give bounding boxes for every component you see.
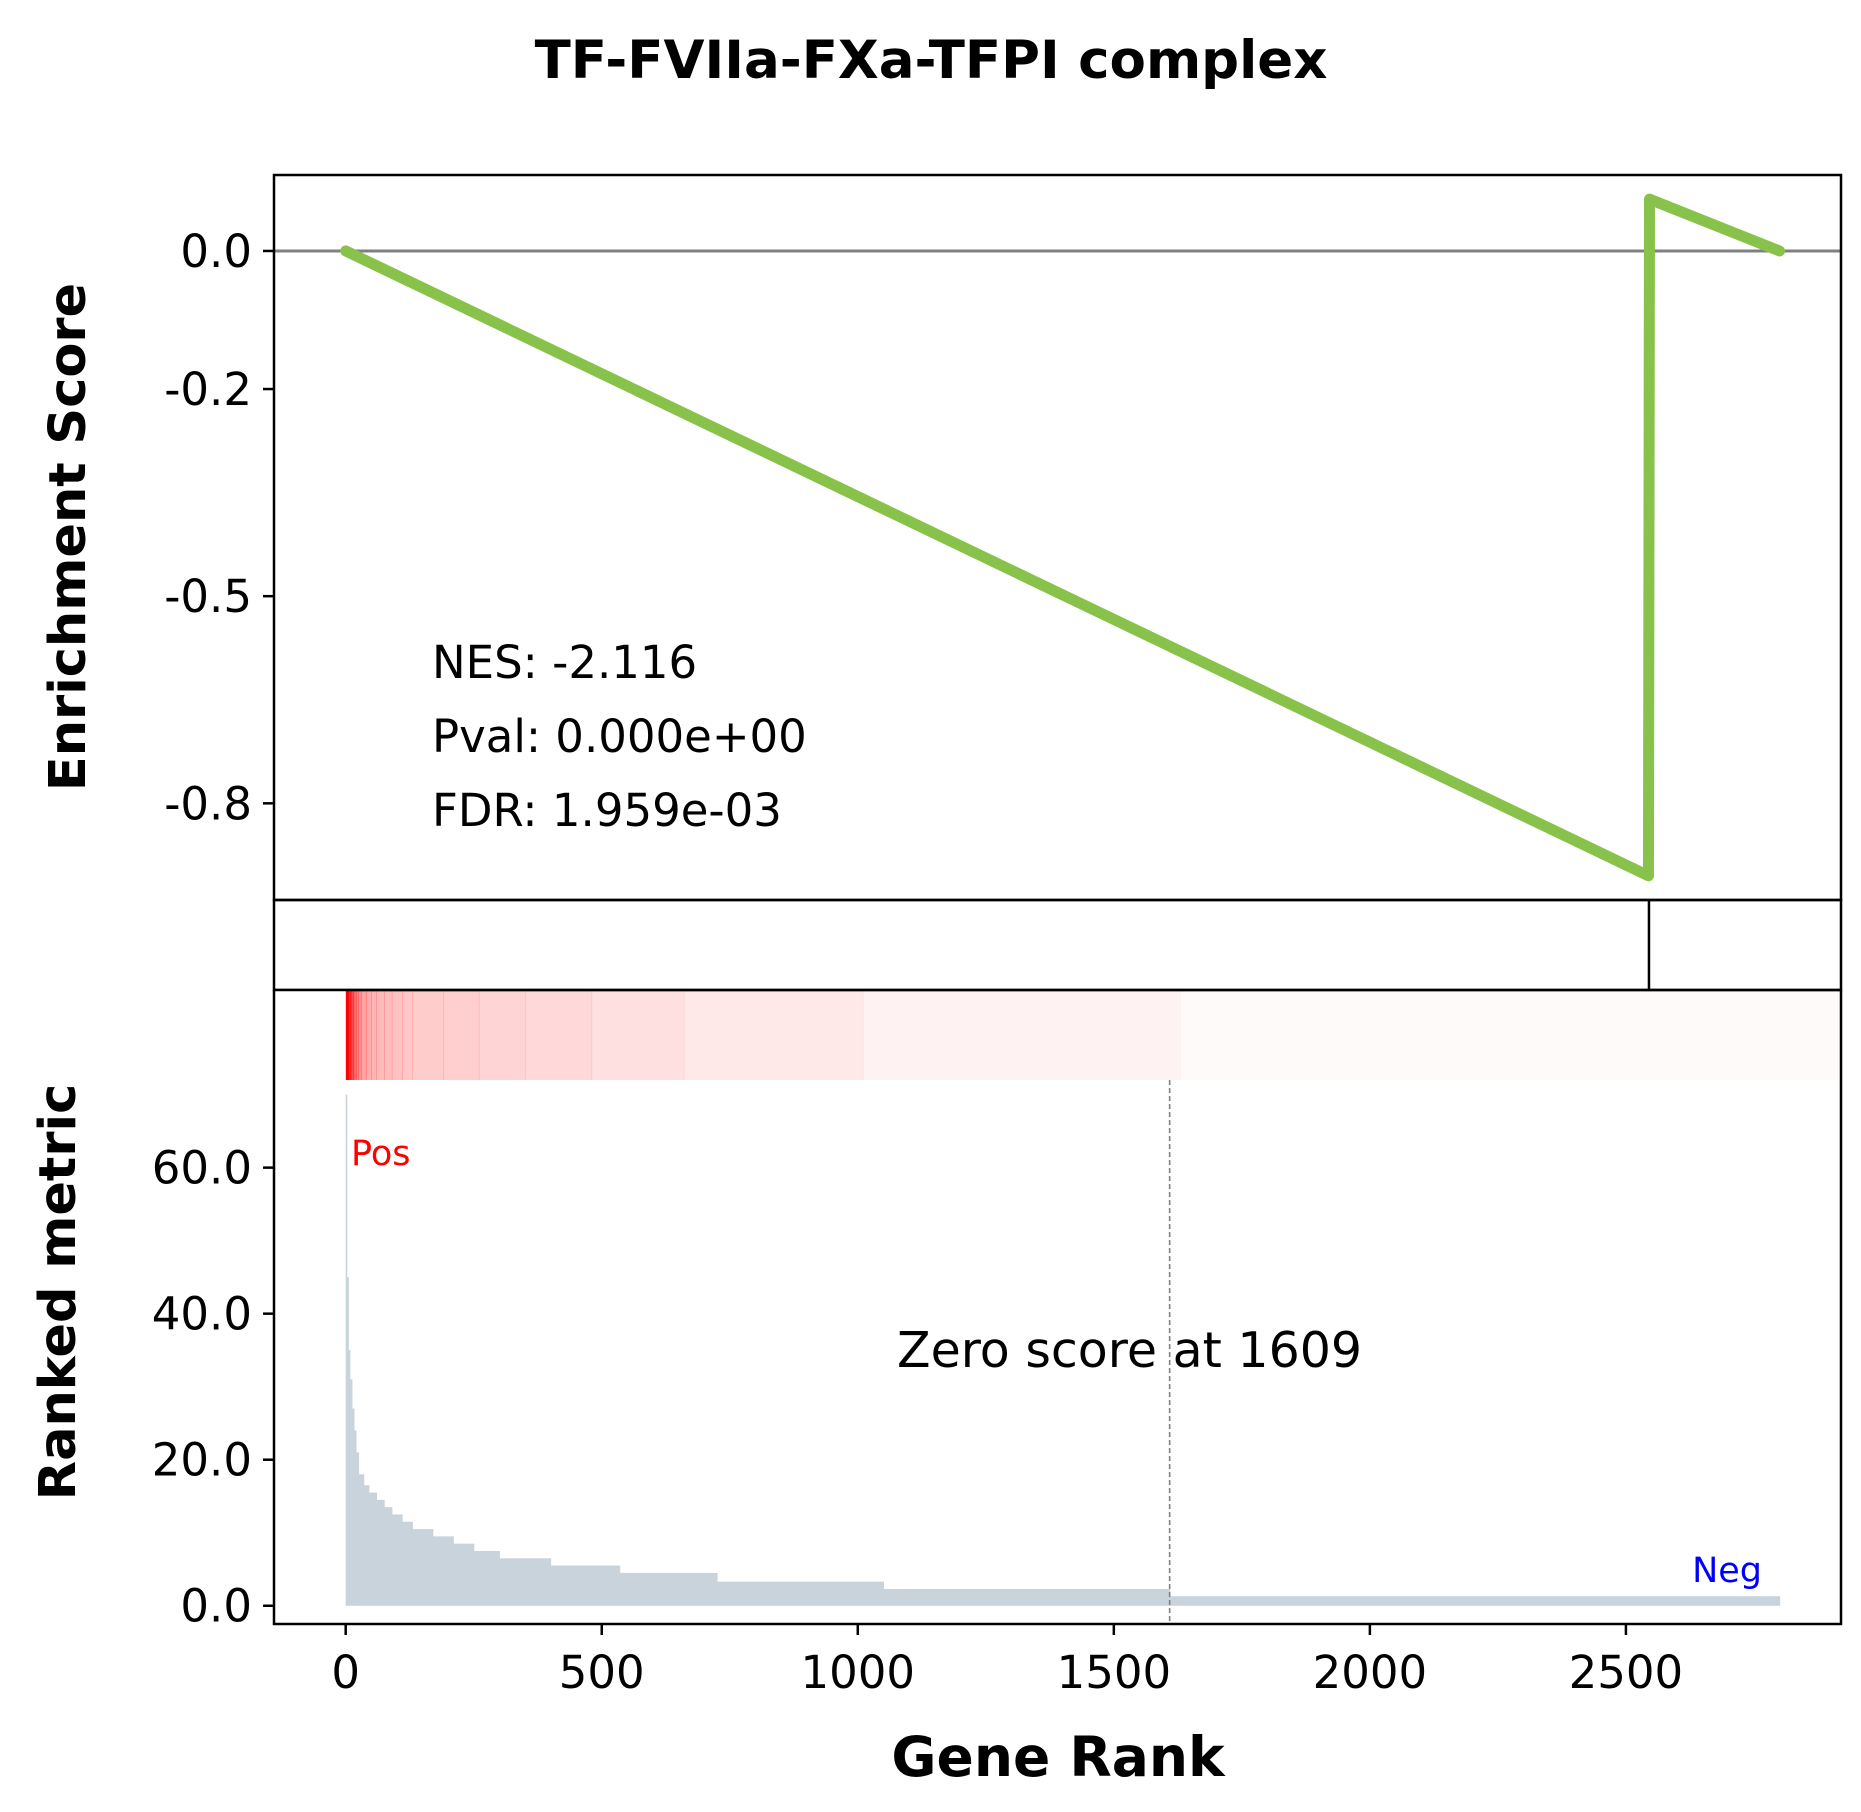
- metric-y-tick-label: 0.0: [180, 1580, 252, 1633]
- heatmap-cell: [361, 990, 367, 1080]
- x-tick-label: 2500: [1569, 1646, 1684, 1699]
- metric-bar: [499, 1558, 552, 1606]
- heatmap-cell: [478, 990, 526, 1080]
- heatmap-blank: [274, 990, 346, 1080]
- x-tick-label: 1000: [801, 1646, 916, 1699]
- heatmap-cell: [348, 990, 352, 1080]
- heatmap-cell: [358, 990, 362, 1080]
- es-y-tick-label: -0.8: [164, 777, 252, 830]
- metric-bar: [1169, 1596, 1781, 1606]
- heatmap-cell: [350, 990, 354, 1080]
- metric-bar: [349, 1379, 353, 1606]
- heatmap-cell: [353, 990, 357, 1080]
- chart-title: TF-FVIIa-FXa-TFPI complex: [535, 30, 1328, 91]
- metric-bar: [883, 1588, 1171, 1606]
- zero-score-label: Zero score at 1609: [897, 1322, 1362, 1379]
- metric-bar: [716, 1581, 884, 1606]
- metric-bar: [550, 1565, 621, 1606]
- metric-y-tick-label: 40.0: [152, 1288, 252, 1341]
- metric-bar: [391, 1514, 403, 1606]
- metric-bar: [358, 1474, 365, 1606]
- heatmap-cell: [384, 990, 393, 1080]
- metric-bar: [432, 1536, 454, 1606]
- metric-axis-label: Ranked metric: [29, 1084, 88, 1500]
- metric-bar: [402, 1521, 413, 1606]
- gene-hits-panel: [272, 898, 1843, 992]
- metric-y-tick-label: 60.0: [152, 1142, 252, 1195]
- x-axis-label: Gene Rank: [891, 1725, 1226, 1789]
- ranked-metric-panel: Zero score at 1609 Pos Neg 0.0 20.0 40.0 60…: [29, 988, 1843, 1789]
- heatmap-cell: [376, 990, 385, 1080]
- metric-bar: [351, 1408, 355, 1606]
- metric-y-tick-label: 20.0: [152, 1434, 252, 1487]
- heatmap-cell: [442, 990, 480, 1080]
- heatmap-cell: [524, 990, 593, 1080]
- pos-label: Pos: [351, 1134, 411, 1174]
- x-tick-label: 0: [331, 1646, 360, 1699]
- enrichment-score-line: [340, 193, 1786, 882]
- metric-panel-frame: [272, 990, 1843, 1626]
- heatmap-cell: [355, 990, 360, 1080]
- neg-label: Neg: [1692, 1551, 1762, 1591]
- nes-stat: NES: -2.116: [432, 636, 697, 689]
- rank-heatmap-panel: [274, 990, 1841, 1080]
- es-y-tick-label: -0.5: [164, 570, 252, 623]
- heatmap-cell: [345, 990, 349, 1080]
- metric-bar: [453, 1543, 475, 1606]
- metric-bar: [355, 1452, 360, 1606]
- es-axis-label: Enrichment Score: [39, 283, 98, 791]
- metric-bar: [473, 1550, 500, 1606]
- metric-bar: [353, 1430, 357, 1606]
- heatmap-cell: [391, 990, 403, 1080]
- heatmap-cell: [371, 990, 378, 1080]
- metric-bar: [363, 1485, 370, 1606]
- pval-stat: Pval: 0.000e+00: [432, 710, 807, 763]
- metric-bar: [376, 1499, 385, 1606]
- heatmap-cell: [591, 990, 685, 1080]
- es-y-tick-label: 0.0: [180, 225, 252, 278]
- metric-bar: [348, 1350, 351, 1606]
- enrichment-score-panel: 0.0 -0.2 -0.5 -0.8 NES: -2.116 Pval: 0.000e…: [39, 173, 1843, 902]
- heatmap-cell: [412, 990, 444, 1080]
- metric-bar: [368, 1492, 378, 1606]
- x-tick-label: 2000: [1313, 1646, 1428, 1699]
- es-y-tick-label: -0.2: [164, 363, 252, 416]
- metric-bar: [346, 1277, 349, 1606]
- es-plot-area: [274, 175, 1841, 900]
- metric-bar: [619, 1572, 718, 1606]
- heatmap-cell: [366, 990, 372, 1080]
- metric-bar: [345, 1094, 348, 1606]
- metric-bar: [412, 1529, 434, 1606]
- x-tick-label: 500: [559, 1646, 645, 1699]
- hits-panel-frame: [272, 898, 1843, 992]
- heatmap-cell: [1180, 990, 1841, 1080]
- x-tick-label: 1500: [1057, 1646, 1172, 1699]
- metric-bar: [384, 1507, 393, 1606]
- heatmap-cell: [402, 990, 413, 1080]
- heatmap-cell: [683, 990, 864, 1080]
- fdr-stat: FDR: 1.959e-03: [432, 784, 782, 837]
- heatmap-cell: [862, 990, 1182, 1080]
